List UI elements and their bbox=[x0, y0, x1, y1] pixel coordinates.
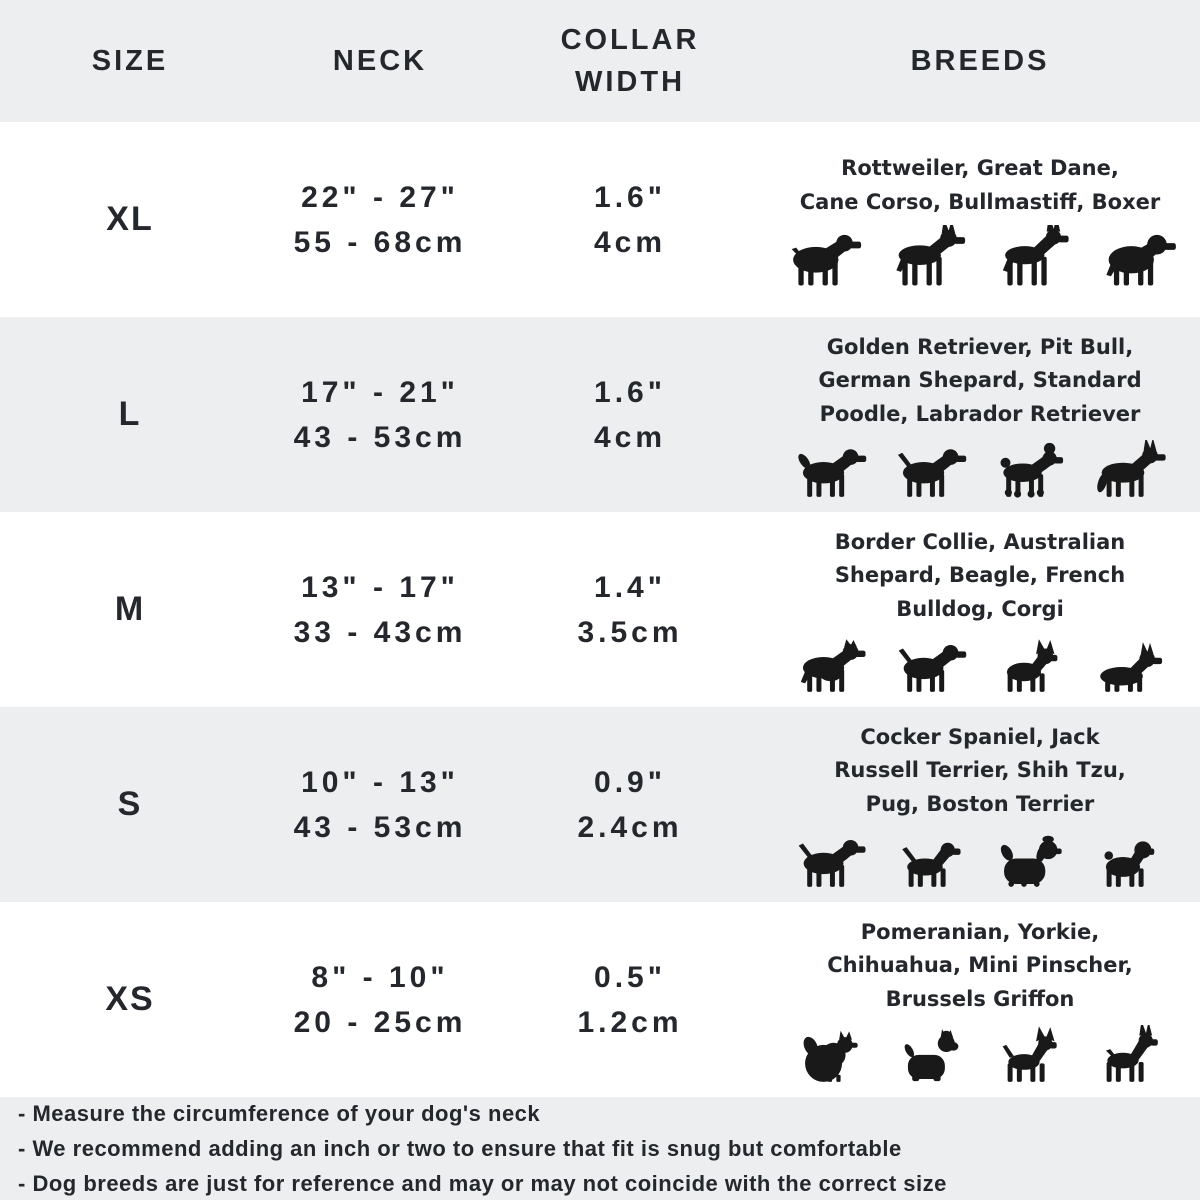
breed-names: Rottweiler, Great Dane, Cane Corso, Bull… bbox=[800, 152, 1161, 219]
collar-width-measurement: 0.5" 1.2cm bbox=[500, 955, 760, 1045]
breed-line: Golden Retriever, Pit Bull, bbox=[826, 334, 1134, 359]
breed-line: Russell Terrier, Shih Tzu, bbox=[834, 758, 1126, 783]
doberman-icon bbox=[987, 224, 1078, 293]
golden-retriever-icon bbox=[788, 440, 873, 504]
shih-tzu-icon bbox=[987, 830, 1072, 894]
beagle-icon bbox=[888, 635, 973, 699]
breeds-cell: Rottweiler, Great Dane, Cane Corso, Bull… bbox=[760, 122, 1200, 317]
breed-icons bbox=[788, 438, 1171, 504]
yorkie-icon bbox=[888, 1025, 973, 1089]
breed-icons bbox=[778, 224, 1183, 293]
table-row-l: L 17" - 21" 43 - 53cm 1.6" 4cm Golden Re… bbox=[0, 317, 1200, 512]
header-breeds: BREEDS bbox=[910, 44, 1050, 77]
note-recommend: - We recommend adding an inch or two to … bbox=[18, 1136, 902, 1161]
jack-russell-icon bbox=[888, 830, 973, 894]
width-inches: 0.9" bbox=[594, 765, 666, 799]
footer-notes: - Measure the circumference of your dog'… bbox=[0, 1097, 1200, 1200]
width-inches: 1.6" bbox=[594, 180, 666, 214]
width-inches: 1.6" bbox=[594, 375, 666, 409]
neck-cm: 20 - 25cm bbox=[293, 1005, 467, 1039]
width-cm: 1.2cm bbox=[577, 1005, 683, 1039]
note-reference: - Dog breeds are just for reference and … bbox=[18, 1171, 947, 1196]
breed-line: Rottweiler, Great Dane, bbox=[841, 156, 1119, 181]
breed-line: Cocker Spaniel, Jack bbox=[860, 724, 1100, 749]
breed-names: Border Collie, Australian Shepard, Beagl… bbox=[835, 526, 1125, 627]
breed-line: Pug, Boston Terrier bbox=[865, 791, 1095, 816]
breed-line: Chihuahua, Mini Pinscher, bbox=[827, 953, 1133, 978]
neck-cm: 43 - 53cm bbox=[293, 810, 467, 844]
breed-line: Cane Corso, Bullmastiff, Boxer bbox=[799, 190, 1161, 214]
breeds-cell: Cocker Spaniel, Jack Russell Terrier, Sh… bbox=[760, 707, 1200, 902]
collar-width-measurement: 0.9" 2.4cm bbox=[500, 760, 760, 850]
header-neck: NECK bbox=[332, 44, 428, 77]
french-bulldog-icon bbox=[987, 635, 1072, 699]
width-cm: 3.5cm bbox=[577, 615, 683, 649]
table-row-xl: XL 22" - 27" 55 - 68cm 1.6" 4cm Rottweil… bbox=[0, 122, 1200, 317]
labrador-icon bbox=[888, 440, 973, 504]
width-inches: 1.4" bbox=[594, 570, 666, 604]
breeds-cell: Golden Retriever, Pit Bull, German Shepa… bbox=[760, 317, 1200, 512]
corgi-icon bbox=[1086, 635, 1171, 699]
header-size: SIZE bbox=[91, 44, 169, 77]
neck-measurement: 13" - 17" 33 - 43cm bbox=[260, 565, 500, 655]
neck-cm: 33 - 43cm bbox=[293, 615, 467, 649]
width-cm: 4cm bbox=[593, 420, 667, 454]
breed-names: Pomeranian, Yorkie, Chihuahua, Mini Pins… bbox=[827, 916, 1132, 1017]
great-dane-icon bbox=[882, 224, 973, 293]
breed-names: Cocker Spaniel, Jack Russell Terrier, Sh… bbox=[834, 721, 1126, 822]
neck-cm: 55 - 68cm bbox=[293, 225, 467, 259]
border-collie-icon bbox=[788, 635, 873, 699]
table-row-xs: XS 8" - 10" 20 - 25cm 0.5" 1.2cm Pomeran… bbox=[0, 902, 1200, 1097]
rottweiler-icon bbox=[778, 225, 869, 293]
table-row-s: S 10" - 13" 43 - 53cm 0.9" 2.4cm Cocker … bbox=[0, 707, 1200, 902]
size-label: XS bbox=[105, 980, 155, 1018]
table-header-row: SIZE NECK COLLAR WIDTH BREEDS bbox=[0, 0, 1200, 122]
breed-line: Poodle, Labrador Retriever bbox=[819, 401, 1141, 426]
mastiff-icon bbox=[1092, 225, 1183, 293]
german-shepherd-icon bbox=[1086, 440, 1171, 504]
breeds-cell: Pomeranian, Yorkie, Chihuahua, Mini Pins… bbox=[760, 902, 1200, 1097]
width-cm: 2.4cm bbox=[577, 810, 683, 844]
neck-inches: 13" - 17" bbox=[301, 570, 459, 604]
breed-line: Shepard, Beagle, French bbox=[834, 563, 1126, 588]
breed-icons bbox=[788, 633, 1171, 699]
header-collar-width: COLLAR WIDTH bbox=[560, 23, 700, 98]
neck-inches: 22" - 27" bbox=[301, 180, 459, 214]
pomeranian-icon bbox=[788, 1025, 873, 1089]
cocker-spaniel-icon bbox=[788, 830, 873, 894]
breed-line: Border Collie, Australian bbox=[834, 529, 1126, 554]
breed-line: Bulldog, Corgi bbox=[896, 596, 1064, 621]
breeds-cell: Border Collie, Australian Shepard, Beagl… bbox=[760, 512, 1200, 707]
size-label: M bbox=[114, 590, 146, 628]
neck-measurement: 10" - 13" 43 - 53cm bbox=[260, 760, 500, 850]
size-label: L bbox=[118, 395, 142, 433]
min-pin-icon bbox=[1086, 1025, 1171, 1089]
width-inches: 0.5" bbox=[594, 960, 666, 994]
neck-inches: 8" - 10" bbox=[311, 960, 449, 994]
neck-measurement: 8" - 10" 20 - 25cm bbox=[260, 955, 500, 1045]
neck-inches: 17" - 21" bbox=[301, 375, 459, 409]
collar-width-measurement: 1.6" 4cm bbox=[500, 175, 760, 265]
neck-measurement: 22" - 27" 55 - 68cm bbox=[260, 175, 500, 265]
breed-line: Brussels Griffon bbox=[885, 986, 1075, 1011]
collar-width-measurement: 1.4" 3.5cm bbox=[500, 565, 760, 655]
table-row-m: M 13" - 17" 33 - 43cm 1.4" 3.5cm Border … bbox=[0, 512, 1200, 707]
poodle-icon bbox=[987, 440, 1072, 504]
neck-cm: 43 - 53cm bbox=[293, 420, 467, 454]
breed-line: Pomeranian, Yorkie, bbox=[860, 919, 1100, 944]
breed-icons bbox=[788, 1023, 1171, 1089]
chihuahua-icon bbox=[987, 1025, 1072, 1089]
width-cm: 4cm bbox=[593, 225, 667, 259]
breed-icons bbox=[788, 828, 1171, 894]
collar-width-measurement: 1.6" 4cm bbox=[500, 370, 760, 460]
size-label: S bbox=[117, 785, 143, 823]
size-label: XL bbox=[106, 200, 154, 238]
breed-line: German Shepard, Standard bbox=[818, 368, 1142, 393]
pug-icon bbox=[1086, 830, 1171, 894]
neck-inches: 10" - 13" bbox=[301, 765, 459, 799]
neck-measurement: 17" - 21" 43 - 53cm bbox=[260, 370, 500, 460]
note-measure: - Measure the circumference of your dog'… bbox=[18, 1101, 541, 1126]
breed-names: Golden Retriever, Pit Bull, German Shepa… bbox=[818, 331, 1141, 432]
